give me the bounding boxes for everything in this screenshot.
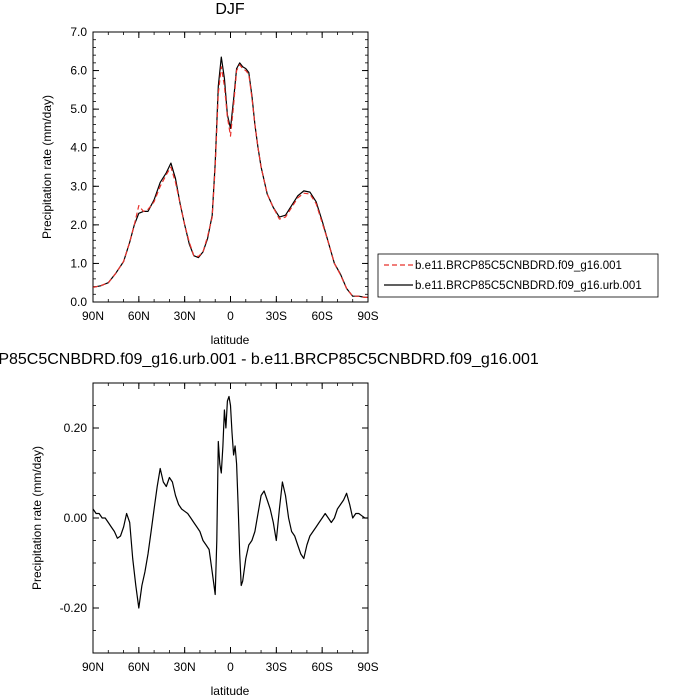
x-tick-label: 90N xyxy=(82,309,104,323)
chart1-plot-frame xyxy=(92,31,369,303)
y-tick-label: 0.00 xyxy=(64,511,88,525)
x-tick-label: 60N xyxy=(128,309,150,323)
x-tick-label: 30S xyxy=(266,660,287,674)
y-tick-label: 3.0 xyxy=(70,179,87,193)
chart1-x-axis-label: latitude xyxy=(211,333,250,347)
x-tick-label: 90S xyxy=(357,660,378,674)
series-line-0 xyxy=(92,395,368,609)
x-tick-label: 60N xyxy=(128,660,150,674)
chart2-y-axis: -0.20 0.00 0.20 xyxy=(60,382,368,654)
series-line-1 xyxy=(92,56,368,298)
chart2-title: b.e11.BRCP85C5CNBDRD.f09_g16.urb.001 - b… xyxy=(0,351,539,368)
x-tick-label: 30S xyxy=(266,309,287,323)
chart1-x-axis: 90N 60N 30N 0 30S 60S 90S xyxy=(82,32,379,323)
chart-djf: DJF 0.0 1.0 2.0 3.0 4.0 5.0 6.0 7.0 90N 60N 30N 0 3… xyxy=(40,1,659,347)
x-tick-label: 90N xyxy=(82,660,104,674)
y-tick-label: 1.0 xyxy=(70,256,87,270)
y-tick-label: -0.20 xyxy=(60,601,88,615)
series-line-0 xyxy=(92,64,368,298)
legend-label-0: b.e11.BRCP85C5CNBDRD.f09_g16.001 xyxy=(415,260,622,272)
x-tick-label: 0 xyxy=(227,309,234,323)
chart-difference: b.e11.BRCP85C5CNBDRD.f09_g16.urb.001 - b… xyxy=(0,351,539,698)
y-tick-label: 6.0 xyxy=(70,64,87,78)
chart2-plot-frame xyxy=(92,382,369,654)
legend-label-1: b.e11.BRCP85C5CNBDRD.f09_g16.urb.001 xyxy=(415,280,642,292)
x-tick-label: 60S xyxy=(311,309,332,323)
chart1-title: DJF xyxy=(215,1,245,18)
y-tick-label: 2.0 xyxy=(70,218,87,232)
x-tick-label: 0 xyxy=(227,660,234,674)
y-tick-label: 5.0 xyxy=(70,102,87,116)
chart2-y-axis-label: Precipitation rate (mm/day) xyxy=(30,446,44,590)
chart1-series xyxy=(92,56,368,298)
x-tick-label: 90S xyxy=(357,309,378,323)
y-tick-label: 4.0 xyxy=(70,141,87,155)
x-tick-label: 30N xyxy=(174,660,196,674)
chart2-x-axis: 90N 60N 30N 0 30S 60S 90S xyxy=(82,383,379,674)
y-tick-label: 0.0 xyxy=(70,295,87,309)
chart2-series xyxy=(92,395,368,609)
chart1-y-axis: 0.0 1.0 2.0 3.0 4.0 5.0 6.0 7.0 xyxy=(70,25,368,309)
legend-box xyxy=(377,253,659,298)
x-tick-label: 60S xyxy=(311,660,332,674)
chart1-y-axis-label: Precipitation rate (mm/day) xyxy=(40,95,54,239)
x-tick-label: 30N xyxy=(174,309,196,323)
y-tick-label: 0.20 xyxy=(64,421,88,435)
chart2-x-axis-label: latitude xyxy=(211,684,250,698)
chart1-legend: b.e11.BRCP85C5CNBDRD.f09_g16.001 b.e11.B… xyxy=(377,253,659,298)
y-tick-label: 7.0 xyxy=(70,25,87,39)
